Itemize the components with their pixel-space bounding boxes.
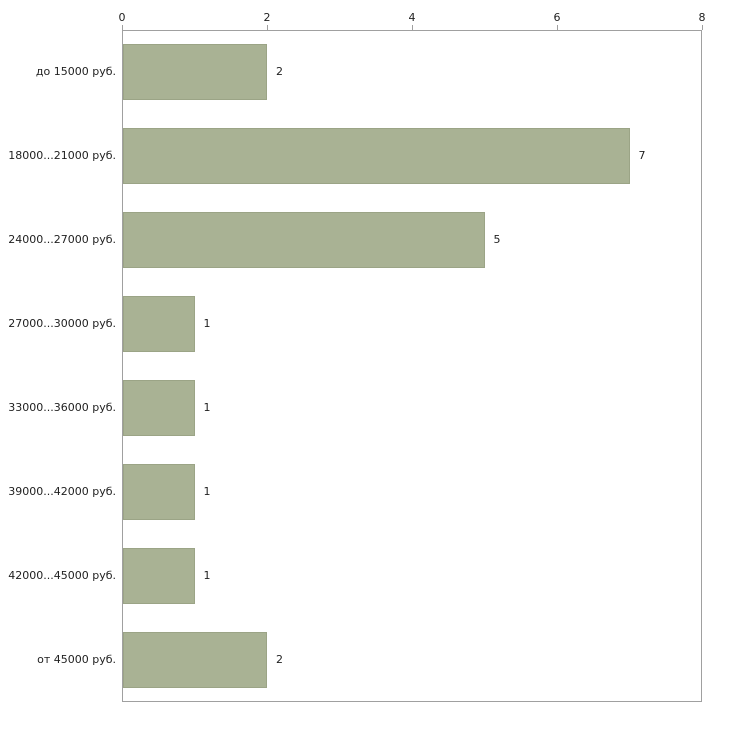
chart-row: до 15000 руб. 2 bbox=[0, 30, 730, 114]
value-label: 7 bbox=[638, 149, 646, 162]
category-label: 27000...30000 руб. bbox=[8, 317, 116, 330]
chart-row: 18000...21000 руб. 7 bbox=[0, 114, 730, 198]
value-label: 1 bbox=[203, 485, 211, 498]
x-tick-mark bbox=[122, 25, 123, 30]
category-label: до 15000 руб. bbox=[35, 65, 116, 78]
category-label: от 45000 руб. bbox=[37, 653, 116, 666]
bar bbox=[123, 296, 195, 352]
x-tick-label: 6 bbox=[553, 11, 561, 24]
x-tick-mark bbox=[702, 25, 703, 30]
x-tick-mark bbox=[412, 25, 413, 30]
x-tick-label: 2 bbox=[263, 11, 271, 24]
bar bbox=[123, 128, 630, 184]
bar bbox=[123, 632, 267, 688]
chart-row: от 45000 руб. 2 bbox=[0, 618, 730, 702]
bar bbox=[123, 548, 195, 604]
bar bbox=[123, 212, 485, 268]
bar bbox=[123, 380, 195, 436]
x-tick-label: 4 bbox=[408, 11, 416, 24]
value-label: 5 bbox=[493, 233, 501, 246]
bar bbox=[123, 44, 267, 100]
category-label: 39000...42000 руб. bbox=[8, 485, 116, 498]
value-label: 2 bbox=[276, 653, 283, 666]
value-label: 1 bbox=[203, 317, 211, 330]
chart-rows: до 15000 руб. 2 18000...21000 руб. 7 24000..… bbox=[0, 30, 730, 702]
category-label: 24000...27000 руб. bbox=[8, 233, 116, 246]
x-tick-label: 0 bbox=[118, 11, 126, 24]
chart-row: 42000...45000 руб. 1 bbox=[0, 534, 730, 618]
category-label: 33000...36000 руб. bbox=[8, 401, 116, 414]
category-label: 42000...45000 руб. bbox=[8, 569, 116, 582]
chart-row: 39000...42000 руб. 1 bbox=[0, 450, 730, 534]
value-label: 2 bbox=[276, 65, 283, 78]
chart-row: 27000...30000 руб. 1 bbox=[0, 282, 730, 366]
x-tick-mark bbox=[267, 25, 268, 30]
x-tick-label: 8 bbox=[698, 11, 706, 24]
value-label: 1 bbox=[203, 401, 211, 414]
category-label: 18000...21000 руб. bbox=[8, 149, 116, 162]
x-tick-mark bbox=[557, 25, 558, 30]
chart-row: 33000...36000 руб. 1 bbox=[0, 366, 730, 450]
value-label: 1 bbox=[203, 569, 211, 582]
chart-row: 24000...27000 руб. 5 bbox=[0, 198, 730, 282]
bar bbox=[123, 464, 195, 520]
